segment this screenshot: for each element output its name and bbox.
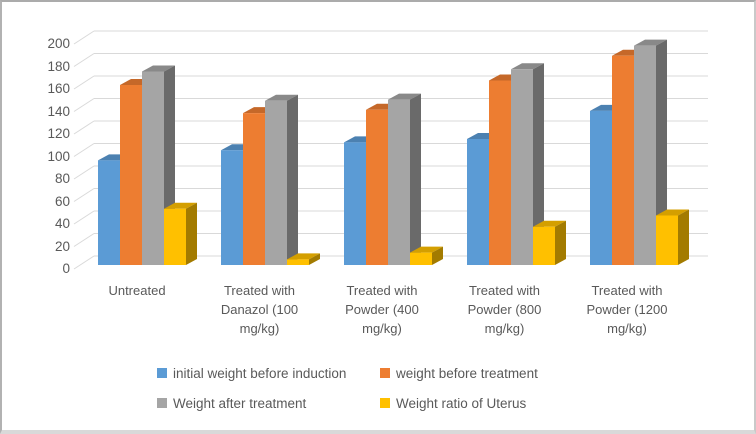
legend-item: Weight ratio of Uterus [380, 395, 527, 411]
bar-s2-c3 [511, 69, 533, 265]
legend-swatch-icon [380, 398, 390, 408]
y-tick-label: 140 [47, 103, 70, 119]
bar-s3-c0 [164, 208, 186, 265]
bar-s3-c3 [533, 226, 555, 265]
y-tick-label: 160 [47, 81, 70, 96]
bar-side-s3-c0 [186, 202, 197, 265]
bar-s0-c1 [221, 150, 243, 265]
bar-side-s3-c4 [678, 209, 689, 265]
depth-tick-line [73, 75, 95, 90]
bar-s2-c0 [142, 71, 164, 265]
legend-swatch-icon [157, 398, 167, 408]
category-label: Treated with Powder (800 mg/kg) [467, 283, 542, 336]
category-label: Treated with Powder (400 mg/kg) [345, 283, 419, 336]
bar-s0-c0 [98, 160, 120, 265]
bar-s1-c0 [120, 85, 142, 265]
category-label: Treated with Danazol (100 mg/kg) [220, 283, 299, 336]
bar-side-s3-c1 [309, 253, 320, 265]
depth-tick-line [73, 188, 95, 202]
bar-s3-c1 [287, 259, 309, 265]
y-tick-label: 20 [54, 238, 70, 254]
depth-tick-line [73, 98, 95, 112]
depth-tick-line [73, 233, 95, 247]
bar-s0-c3 [467, 139, 489, 265]
bar-s0-c4 [590, 110, 612, 265]
bar-s1-c4 [612, 55, 634, 265]
legend-item: Weight after treatment [157, 395, 307, 411]
legend-swatch-icon [157, 368, 167, 378]
bar-side-s3-c2 [432, 246, 443, 265]
depth-tick-line [73, 143, 95, 157]
category-label: Treated with Powder (1200 mg/kg) [586, 283, 668, 336]
legend-label: Weight after treatment [173, 395, 307, 411]
bar-side-s2-c3 [533, 63, 544, 265]
bar-side-s3-c3 [555, 220, 566, 265]
bar-s0-c2 [344, 142, 366, 265]
bar-s1-c2 [366, 109, 388, 265]
depth-tick-line [73, 255, 95, 270]
y-tick-label: 60 [54, 193, 70, 209]
bar-side-s2-c1 [287, 94, 298, 265]
legend-label: weight before treatment [396, 365, 538, 381]
depth-tick-line [73, 165, 95, 180]
legend-swatch-icon [380, 368, 390, 378]
bar-s3-c4 [656, 215, 678, 265]
bar-s1-c3 [489, 80, 511, 265]
bar-side-s2-c2 [410, 93, 421, 265]
bar-s2-c1 [265, 100, 287, 265]
y-tick-label: 200 [47, 36, 70, 51]
y-tick-label: 40 [54, 216, 70, 231]
y-tick-label: 100 [47, 148, 70, 164]
category-label: Untreated [108, 283, 166, 298]
y-tick-label: 0 [62, 261, 70, 276]
bar-s2-c4 [634, 45, 656, 265]
legend-item: initial weight before induction [157, 365, 347, 381]
bar-s3-c2 [410, 252, 432, 265]
bar-side-s2-c4 [656, 39, 667, 265]
depth-tick-line [73, 53, 95, 67]
y-tick-label: 120 [47, 126, 70, 141]
legend-item: weight before treatment [380, 365, 538, 381]
legend-label: initial weight before induction [173, 365, 347, 381]
depth-tick-line [73, 120, 95, 135]
y-tick-label: 80 [54, 171, 70, 186]
bar-s1-c1 [243, 113, 265, 265]
depth-tick-line [73, 210, 95, 225]
bar-s2-c2 [388, 99, 410, 265]
y-tick-label: 180 [47, 58, 70, 74]
legend-label: Weight ratio of Uterus [396, 395, 527, 411]
depth-tick-line [73, 30, 95, 45]
